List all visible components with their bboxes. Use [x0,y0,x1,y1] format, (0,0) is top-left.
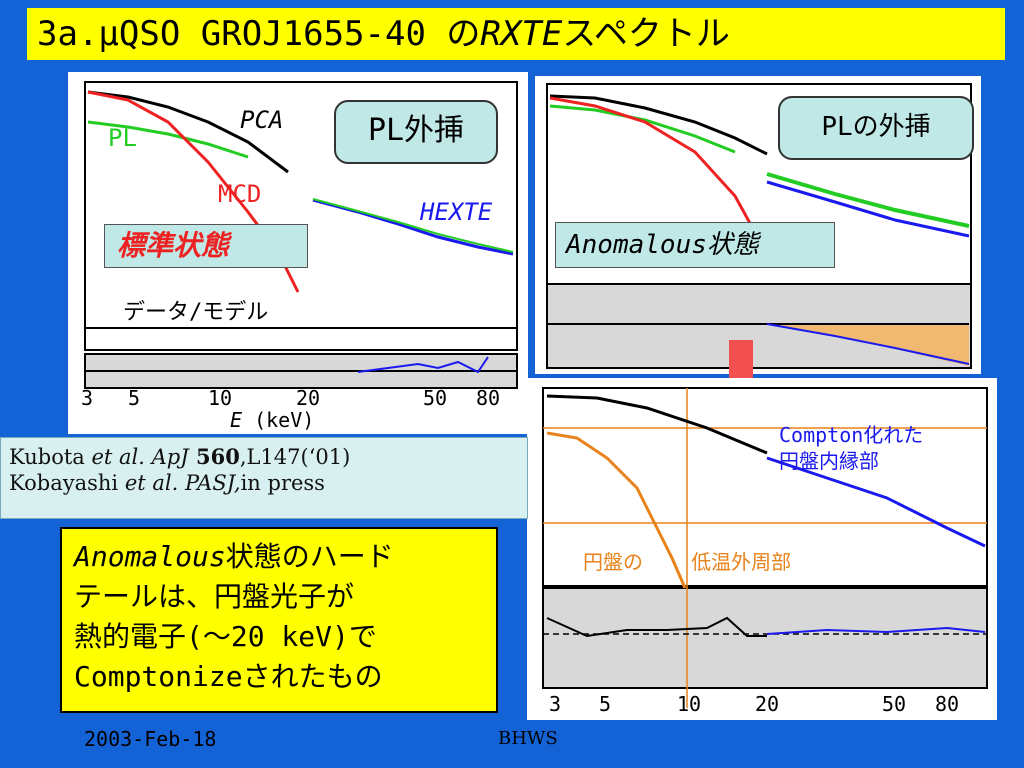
hard-tail-curve [766,456,986,548]
reference-line-2: Kobayashi et al. PASJ,in press [9,471,325,495]
right-xtick: 10 [677,692,702,716]
comptonized-disk-curve [546,394,768,455]
left-xtick: 10 [208,386,233,410]
right-callout: PLの外挿 [778,96,974,160]
left-xtick: 3 [81,386,94,410]
pca-label: PCA [240,106,284,134]
summary-box: Anomalous状態のハード テールは、円盤光子が 熱的電子(～20 keV)… [60,527,498,713]
slide-title: 3a.μQSO GROJ1655-40 のRXTEスペクトル [27,8,1005,60]
left-xtick: 80 [476,386,501,410]
compton-label: Compton化れた 円盤内縁部 [779,423,924,473]
hexte-label: HEXTE [420,198,493,226]
pl-extrapolation-right [766,172,970,228]
right-xtick: 3 [549,692,562,716]
residual-hexte [766,626,986,635]
pca-curve-right [549,94,768,156]
title-prefix: 3a.μQSO GROJ1655-40 の [37,14,481,54]
ratio-data-right [766,323,970,365]
right-xtick: 20 [755,692,780,716]
excess-area [765,324,969,366]
standard-state-label: 標準状態 [104,224,308,268]
residual-pca [546,616,767,638]
reference-box: Kubota et al. ApJ 560,L147(‘01) Kobayash… [0,437,528,519]
title-italic: RXTE [480,14,563,54]
pl-curve [87,120,249,159]
disk-curve [546,431,687,589]
pl-curve-right [549,104,736,154]
reference-line-1: Kubota et al. ApJ 560,L147(‘01) [9,444,351,469]
right-bottom-plot [542,387,988,708]
footer-workshop: BHWS [498,728,558,749]
anomalous-state-label: Anomalous状態 [555,222,835,268]
ratio-data [357,356,489,374]
left-xtick: 5 [128,386,141,410]
left-callout: PL外挿 [334,100,498,164]
mcd-curve-right [549,96,759,237]
right-xtick: 80 [935,692,960,716]
title-suffix: スペクトル [562,14,730,54]
pca-curve [87,90,289,174]
pl-extrapolation [312,198,514,253]
pl-label: PL [108,124,137,152]
ratio-label: データ/モデル [123,300,269,325]
left-xtick: 20 [296,386,321,410]
disk-label: 円盤の 低温外周部 [583,550,792,574]
right-xtick: 50 [882,692,907,716]
mcd-label: MCD [218,180,262,208]
right-bottom-panel: Compton化れた 円盤内縁部 円盤の 低温外周部 3 5 10 20 50 … [527,378,997,720]
footer-date: 2003-Feb-18 [84,727,217,751]
left-xtick: 50 [423,386,448,410]
x-axis-label: E (keV) [230,408,315,432]
hexte-curve-right [766,180,970,238]
right-xtick: 5 [599,692,612,716]
